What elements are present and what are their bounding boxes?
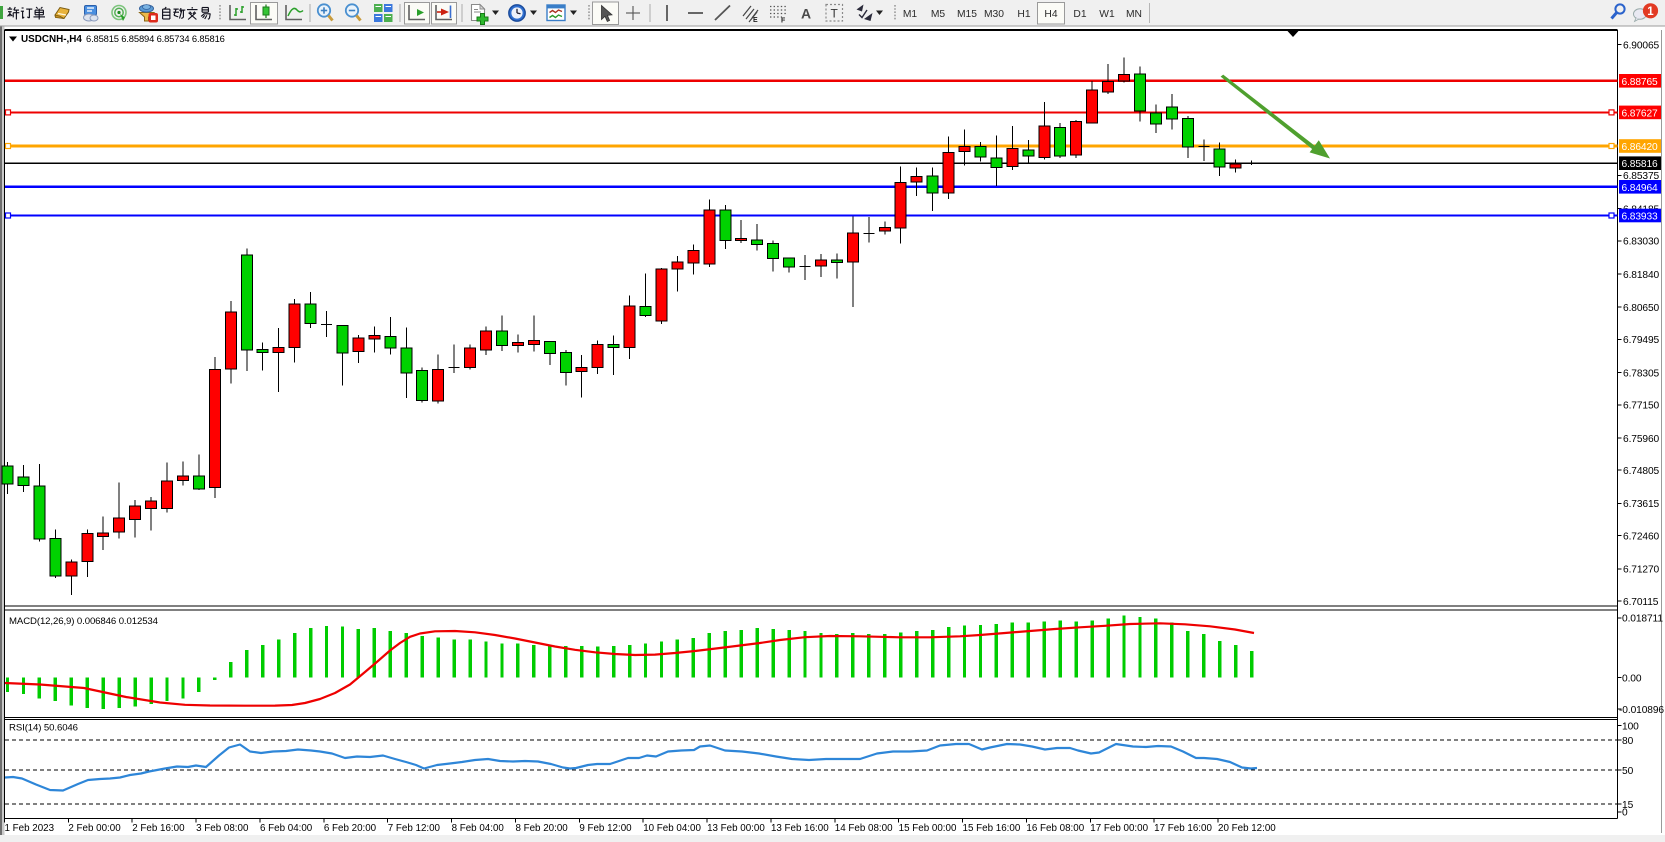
svg-text:6.71270: 6.71270 (1623, 565, 1660, 576)
svg-text:H4: H4 (1044, 9, 1057, 20)
svg-text:F: F (781, 18, 786, 25)
svg-text:E: E (753, 17, 758, 24)
svg-text:6.73615: 6.73615 (1623, 499, 1660, 510)
svg-text:6.75960: 6.75960 (1623, 434, 1660, 445)
svg-text:7 Feb 12:00: 7 Feb 12:00 (388, 823, 441, 834)
svg-text:6.83030: 6.83030 (1623, 237, 1660, 248)
svg-text:6.85816: 6.85816 (1622, 159, 1659, 170)
svg-text:M1: M1 (903, 9, 918, 20)
svg-text:USDCNH-,H4: USDCNH-,H4 (21, 34, 82, 45)
svg-text:15 Feb 16:00: 15 Feb 16:00 (963, 823, 1021, 834)
svg-text:1 Feb 2023: 1 Feb 2023 (5, 823, 55, 834)
svg-text:6.74805: 6.74805 (1623, 466, 1660, 477)
svg-text:2 Feb 00:00: 2 Feb 00:00 (68, 823, 121, 834)
svg-text:0: 0 (1622, 808, 1628, 819)
svg-text:10 Feb 04:00: 10 Feb 04:00 (643, 823, 701, 834)
svg-text:6.80650: 6.80650 (1623, 303, 1660, 314)
svg-text:20 Feb 12:00: 20 Feb 12:00 (1218, 823, 1276, 834)
svg-text:8 Feb 20:00: 8 Feb 20:00 (515, 823, 568, 834)
svg-text:T: T (831, 7, 839, 21)
svg-text:D1: D1 (1073, 9, 1086, 20)
svg-text:MACD(12,26,9) 0.006846 0.01253: MACD(12,26,9) 0.006846 0.012534 (9, 616, 159, 627)
svg-text:15 Feb 00:00: 15 Feb 00:00 (899, 823, 957, 834)
svg-text:6.86420: 6.86420 (1622, 142, 1659, 153)
svg-text:-0.010896: -0.010896 (1619, 705, 1664, 716)
svg-text:H1: H1 (1017, 9, 1030, 20)
svg-text:6.72460: 6.72460 (1623, 531, 1660, 542)
svg-text:9 Feb 12:00: 9 Feb 12:00 (579, 823, 632, 834)
svg-text:17 Feb 16:00: 17 Feb 16:00 (1154, 823, 1212, 834)
svg-text:0.018711: 0.018711 (1622, 614, 1663, 625)
svg-text:2 Feb 16:00: 2 Feb 16:00 (132, 823, 185, 834)
svg-text:6.83933: 6.83933 (1622, 212, 1659, 223)
svg-text:RSI(14) 50.6046: RSI(14) 50.6046 (9, 723, 78, 734)
svg-text:6.90065: 6.90065 (1623, 40, 1660, 51)
svg-text:6.88765: 6.88765 (1622, 77, 1659, 88)
svg-text:6.79495: 6.79495 (1623, 335, 1660, 346)
svg-text:13 Feb 16:00: 13 Feb 16:00 (771, 823, 829, 834)
svg-text:6.85375: 6.85375 (1623, 171, 1660, 182)
svg-text:6.84964: 6.84964 (1622, 183, 1659, 194)
svg-text:0.00: 0.00 (1622, 673, 1642, 684)
svg-text:16 Feb 08:00: 16 Feb 08:00 (1026, 823, 1084, 834)
svg-text:14 Feb 08:00: 14 Feb 08:00 (835, 823, 893, 834)
svg-text:50: 50 (1622, 766, 1634, 777)
svg-text:6.70115: 6.70115 (1623, 597, 1659, 608)
svg-text:W1: W1 (1099, 9, 1115, 20)
svg-text:15: 15 (1622, 800, 1634, 811)
svg-text:13 Feb 00:00: 13 Feb 00:00 (707, 823, 765, 834)
svg-text:6 Feb 20:00: 6 Feb 20:00 (324, 823, 377, 834)
svg-text:M15: M15 (957, 9, 977, 20)
svg-text:6.77150: 6.77150 (1623, 401, 1660, 412)
svg-text:100: 100 (1622, 721, 1639, 732)
svg-text:6.87627: 6.87627 (1622, 108, 1659, 119)
svg-text:6 Feb 04:00: 6 Feb 04:00 (260, 823, 313, 834)
svg-text:3 Feb 08:00: 3 Feb 08:00 (196, 823, 249, 834)
svg-text:6.85815 6.85894 6.85734 6.8581: 6.85815 6.85894 6.85734 6.85816 (86, 33, 225, 44)
svg-text:8 Feb 04:00: 8 Feb 04:00 (452, 823, 505, 834)
svg-text:M30: M30 (984, 9, 1004, 20)
svg-text:1: 1 (1647, 6, 1654, 18)
svg-text:M5: M5 (931, 9, 946, 20)
svg-text:17 Feb 00:00: 17 Feb 00:00 (1090, 823, 1148, 834)
svg-text:80: 80 (1622, 736, 1634, 747)
svg-text:6.78305: 6.78305 (1623, 368, 1660, 379)
svg-text:MN: MN (1126, 9, 1142, 20)
svg-text:A: A (801, 6, 811, 22)
svg-text:6.81840: 6.81840 (1623, 270, 1660, 281)
